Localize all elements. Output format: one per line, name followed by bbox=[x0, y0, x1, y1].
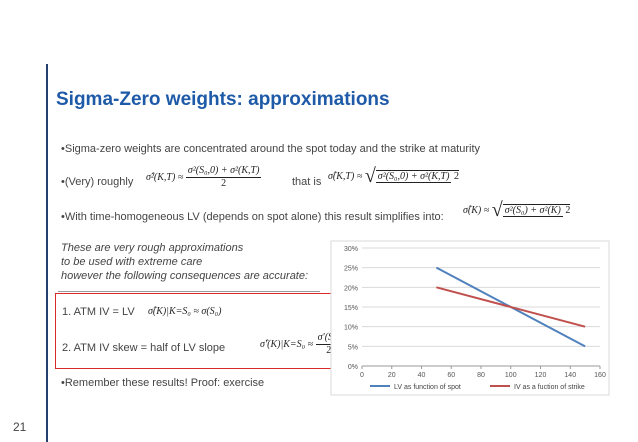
x-tick-label: 0 bbox=[360, 372, 364, 379]
bullet-very-roughly: •(Very) roughly bbox=[61, 176, 134, 188]
formula-atm-skew-numerator: σ′(S₀) bbox=[315, 332, 342, 345]
lv-iv-chart: 0% 5% 10% 15% 20% 25% 30% 0 20 40 60 80 100 120 140 160… bbox=[330, 240, 610, 396]
formula-implied-vol: σ̂(K,T) ≈ √ σ²(S₀,0) + σ²(K,T) 2 bbox=[328, 165, 459, 188]
formula-implied-variance-lhs: σ̂²(K,T) ≈ bbox=[146, 171, 184, 183]
x-tick-label: 160 bbox=[594, 372, 606, 379]
y-tick-label: 0% bbox=[348, 364, 358, 371]
x-tick-label: 80 bbox=[477, 372, 485, 379]
item-atm-skew: 2. ATM IV skew = half of LV slope bbox=[62, 342, 226, 354]
sqrt-icon: √ bbox=[364, 165, 376, 187]
formula-implied-vol-lhs: σ̂(K,T) ≈ bbox=[328, 170, 363, 182]
y-tick-label: 30% bbox=[344, 246, 358, 253]
formula-atm-skew-lhs: σ̂′(K)|K=S₀ ≈ bbox=[260, 338, 314, 350]
y-tick-label: 20% bbox=[344, 285, 358, 292]
chart-frame bbox=[330, 240, 610, 396]
item-atm-iv-lv: 1. ATM IV = LV bbox=[62, 306, 135, 318]
bullet-sigma-zero-weights: •Sigma-zero weights are concentrated aro… bbox=[61, 143, 481, 155]
formula-implied-variance-denominator: 2 bbox=[221, 178, 227, 189]
slide-title: Sigma-Zero weights: approximations bbox=[56, 89, 390, 110]
series-line-1 bbox=[436, 286, 586, 328]
y-tick-label: 10% bbox=[344, 325, 358, 332]
formula-time-homogeneous: σ̂(K) ≈ √ σ²(S₀) + σ²(K) 2 bbox=[463, 199, 571, 222]
x-tick-label: 20 bbox=[388, 372, 396, 379]
sqrt-icon: √ bbox=[491, 199, 503, 221]
formula-time-homogeneous-lhs: σ̂(K) ≈ bbox=[463, 204, 490, 216]
page-number: 21 bbox=[13, 420, 27, 434]
bullet-that-is: that is bbox=[292, 176, 322, 188]
formula-atm-skew: σ̂′(K)|K=S₀ ≈ σ′(S₀) 2 bbox=[260, 332, 342, 357]
formula-implied-vol-denominator: 2 bbox=[453, 171, 459, 182]
formula-atm-iv-lv: σ̂(K)|K=S₀ ≈ σ(S₀) bbox=[148, 306, 222, 317]
note-divider bbox=[58, 291, 320, 292]
formula-implied-vol-numerator: σ²(S₀,0) + σ²(K,T) bbox=[375, 171, 452, 183]
slide-left-rule bbox=[46, 64, 48, 442]
formula-time-homogeneous-denominator: 2 bbox=[565, 205, 571, 216]
legend-label-1: IV as a fuction of strike bbox=[514, 384, 585, 391]
x-tick-label: 120 bbox=[535, 372, 547, 379]
bullet-time-homogeneous: •With time-homogeneous LV (depends on sp… bbox=[61, 211, 444, 223]
note-line-2: to be used with extreme care bbox=[61, 256, 203, 268]
x-tick-label: 100 bbox=[505, 372, 517, 379]
y-tick-label: 25% bbox=[344, 266, 358, 273]
formula-time-homogeneous-numerator: σ²(S₀) + σ²(K) bbox=[502, 205, 563, 217]
legend-label-0: LV as function of spot bbox=[394, 384, 461, 391]
consequences-box bbox=[55, 293, 341, 369]
y-tick-label: 5% bbox=[348, 344, 358, 351]
formula-atm-skew-denominator: 2 bbox=[326, 345, 332, 356]
note-line-3: however the following consequences are a… bbox=[61, 270, 309, 282]
formula-implied-variance-numerator: σ²(S₀,0) + σ²(K,T) bbox=[185, 165, 262, 178]
y-tick-label: 15% bbox=[344, 305, 358, 312]
note-line-1: These are very rough approximations bbox=[61, 242, 244, 254]
bullet-remember: •Remember these results! Proof: exercise bbox=[61, 377, 265, 389]
formula-implied-variance: σ̂²(K,T) ≈ σ²(S₀,0) + σ²(K,T) 2 bbox=[146, 165, 262, 190]
x-tick-label: 60 bbox=[447, 372, 455, 379]
x-tick-label: 140 bbox=[564, 372, 576, 379]
x-tick-label: 40 bbox=[418, 372, 426, 379]
